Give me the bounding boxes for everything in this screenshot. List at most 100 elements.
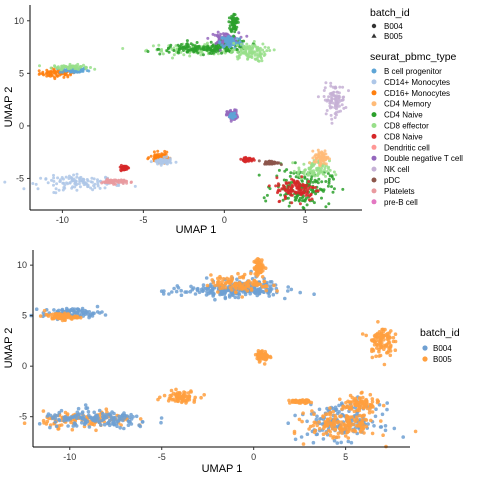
panel-2-point (60, 308, 64, 313)
panel-1-point (121, 47, 125, 50)
panel-1-point (333, 106, 337, 109)
panel-1-point (270, 160, 274, 164)
panel-2-point (112, 411, 116, 416)
panel-2-point (301, 442, 306, 446)
panel-1-point (252, 40, 256, 43)
panel-2-point (315, 432, 320, 437)
panel-2-point (66, 424, 70, 428)
panel-2-point (363, 417, 368, 422)
panel-2-point (53, 416, 58, 421)
panel-1-point (174, 160, 178, 164)
panel-1-point (163, 152, 167, 156)
panel-1-point (117, 181, 121, 184)
panel-2-point (187, 394, 192, 399)
color-legend-key (371, 123, 377, 128)
panel-2-point (70, 415, 75, 420)
panel-2-point (256, 349, 261, 353)
panel-1-point (284, 181, 288, 185)
panel-1-point (244, 158, 248, 162)
panel-1-point (222, 44, 226, 48)
panel-1-point (307, 166, 311, 170)
panel-2-point (53, 420, 58, 424)
panel-2-point (298, 290, 303, 295)
panel-1-point (251, 43, 254, 47)
panel-1-point (211, 32, 215, 36)
panel-1-point (34, 182, 38, 186)
panel-2-point (227, 295, 232, 299)
panel-2-point (59, 408, 64, 413)
panel-2-point (283, 296, 287, 301)
panel-1-point (272, 48, 276, 52)
panel-2-point (391, 335, 396, 340)
panel-2-point (59, 423, 64, 427)
panel-1-point (292, 169, 296, 173)
panel-2-point (305, 432, 310, 437)
panel-1-point (49, 70, 53, 74)
panel-2-point (317, 426, 322, 431)
panel-1-point (316, 181, 320, 185)
panel-1-point (202, 47, 206, 51)
panel-2-point (332, 423, 337, 427)
panel-2-point (336, 435, 341, 439)
panel-1-point (245, 34, 249, 38)
panel-1-point (47, 74, 51, 78)
panel-2-point (346, 419, 351, 424)
panel-1-point (234, 27, 238, 31)
panel-1-point (75, 67, 79, 71)
panel-1-point (289, 171, 293, 175)
panel-1-point (302, 187, 306, 191)
panel-2-point (370, 397, 375, 401)
panel-1-point (92, 177, 96, 181)
panel-1-point (279, 193, 283, 197)
panel-2-point (95, 304, 100, 309)
panel-2-point (360, 418, 365, 422)
panel-1-point (93, 67, 97, 71)
panel-2-point (336, 431, 341, 436)
panel-1-point (253, 51, 257, 55)
shape-legend-key-triangle (371, 33, 377, 38)
panel-2-point (78, 415, 82, 420)
panel-1-point (323, 158, 327, 161)
panel-1-point (328, 168, 332, 172)
panel-1-point (215, 34, 219, 38)
panel-1-point (224, 37, 228, 40)
panel-2-point (315, 414, 319, 419)
panel-2-point (234, 290, 238, 295)
panel-2-point (385, 351, 389, 355)
panel-2-point (358, 396, 362, 400)
panel-1-point (55, 74, 59, 78)
panel-1-x-tick-label: -5 (139, 215, 147, 225)
panel-1-point (297, 166, 301, 170)
panel-2-point (335, 441, 340, 445)
panel-1-point (63, 186, 67, 190)
panel-2-point (293, 400, 297, 405)
panel-1-point (227, 16, 231, 20)
panel-1-point (276, 189, 280, 193)
panel-2-point (385, 337, 390, 341)
color-legend-key (371, 112, 377, 118)
panel-2-point (249, 271, 253, 276)
panel-2-point (70, 427, 75, 432)
panel-2-point (56, 427, 60, 431)
panel-2-point (362, 413, 367, 418)
panel-1-point (70, 70, 74, 74)
panel-1-point (46, 181, 50, 185)
panel-2-point (138, 424, 143, 429)
panel-1-point (152, 150, 156, 154)
panel-2-point (312, 412, 316, 417)
panel-1-point (322, 95, 326, 98)
panel-1-point (309, 170, 313, 174)
panel-2-point (267, 294, 272, 298)
panel-1-point (337, 104, 341, 108)
panel-1-point (328, 92, 332, 96)
panel-1-point (146, 50, 150, 53)
color-legend-label: CD8 Naive (384, 132, 423, 141)
panel-2-point (385, 401, 390, 405)
panel-1-point (323, 166, 327, 170)
panel-2-point (353, 396, 358, 401)
panel-1-point (44, 177, 48, 181)
panel-1-point (326, 155, 330, 159)
panel-2-point (50, 316, 54, 320)
panel-2-point (54, 424, 59, 429)
panel-1-point (228, 39, 232, 43)
